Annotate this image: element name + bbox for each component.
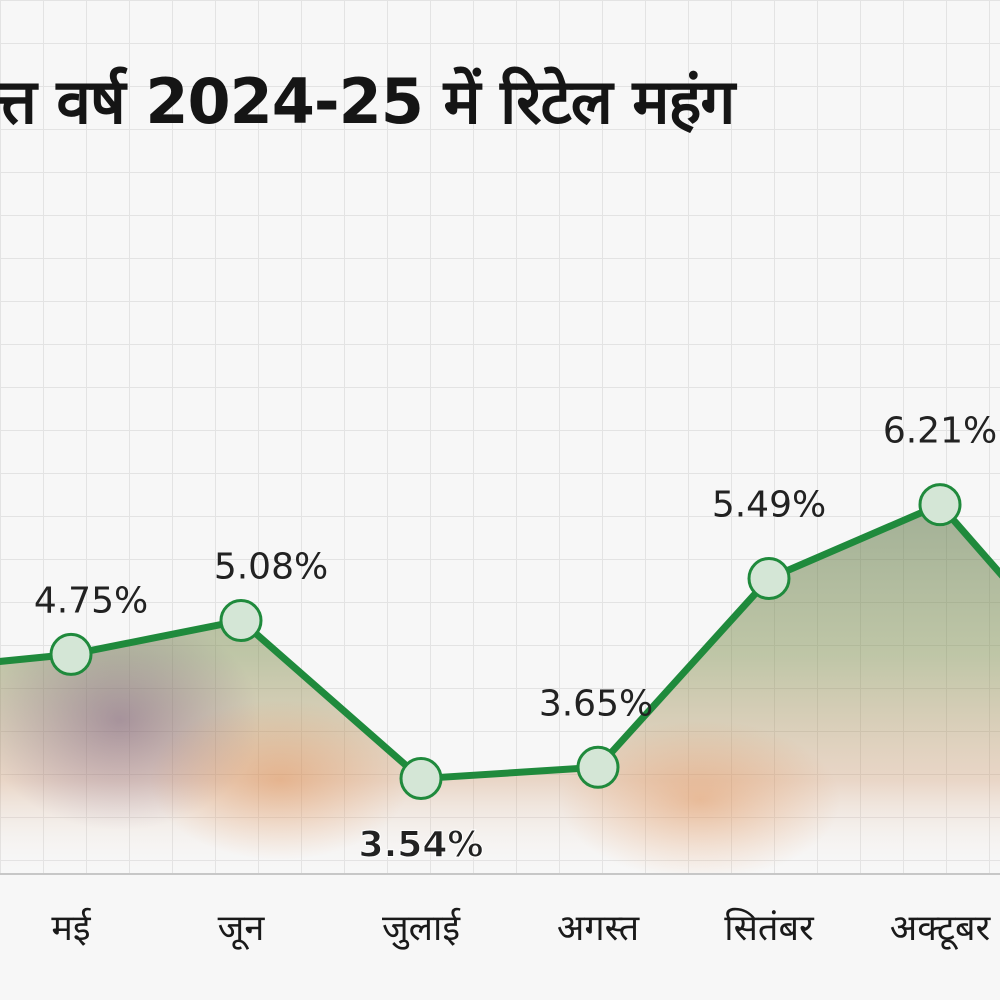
x-axis-line bbox=[0, 873, 1000, 875]
data-label: 3.54% bbox=[359, 825, 484, 866]
x-tick-label: अगस्त bbox=[557, 908, 641, 949]
x-tick-label: जून bbox=[218, 908, 266, 950]
data-label: 5.49% bbox=[712, 484, 826, 525]
data-point-marker bbox=[576, 745, 620, 789]
chart-title: त्त वर्ष 2024-25 में रिटेल महंग bbox=[0, 65, 735, 138]
x-axis-band bbox=[0, 874, 1000, 1000]
x-tick-label: जुलाई bbox=[382, 907, 461, 950]
data-point-marker bbox=[918, 483, 962, 527]
data-point-marker bbox=[49, 632, 93, 676]
data-label: 4.75% bbox=[34, 580, 148, 621]
data-point-marker bbox=[747, 556, 791, 600]
data-label: 6.21% bbox=[883, 411, 997, 452]
data-point-marker bbox=[399, 757, 443, 801]
x-tick-label: मई bbox=[51, 907, 92, 949]
x-tick-label: सितंबर bbox=[724, 907, 815, 949]
data-label: 3.65% bbox=[539, 683, 653, 724]
series-line bbox=[0, 501, 1000, 783]
data-point-marker bbox=[219, 599, 263, 643]
data-label: 5.08% bbox=[214, 547, 328, 588]
x-tick-label: अक्टूबर bbox=[890, 908, 992, 950]
